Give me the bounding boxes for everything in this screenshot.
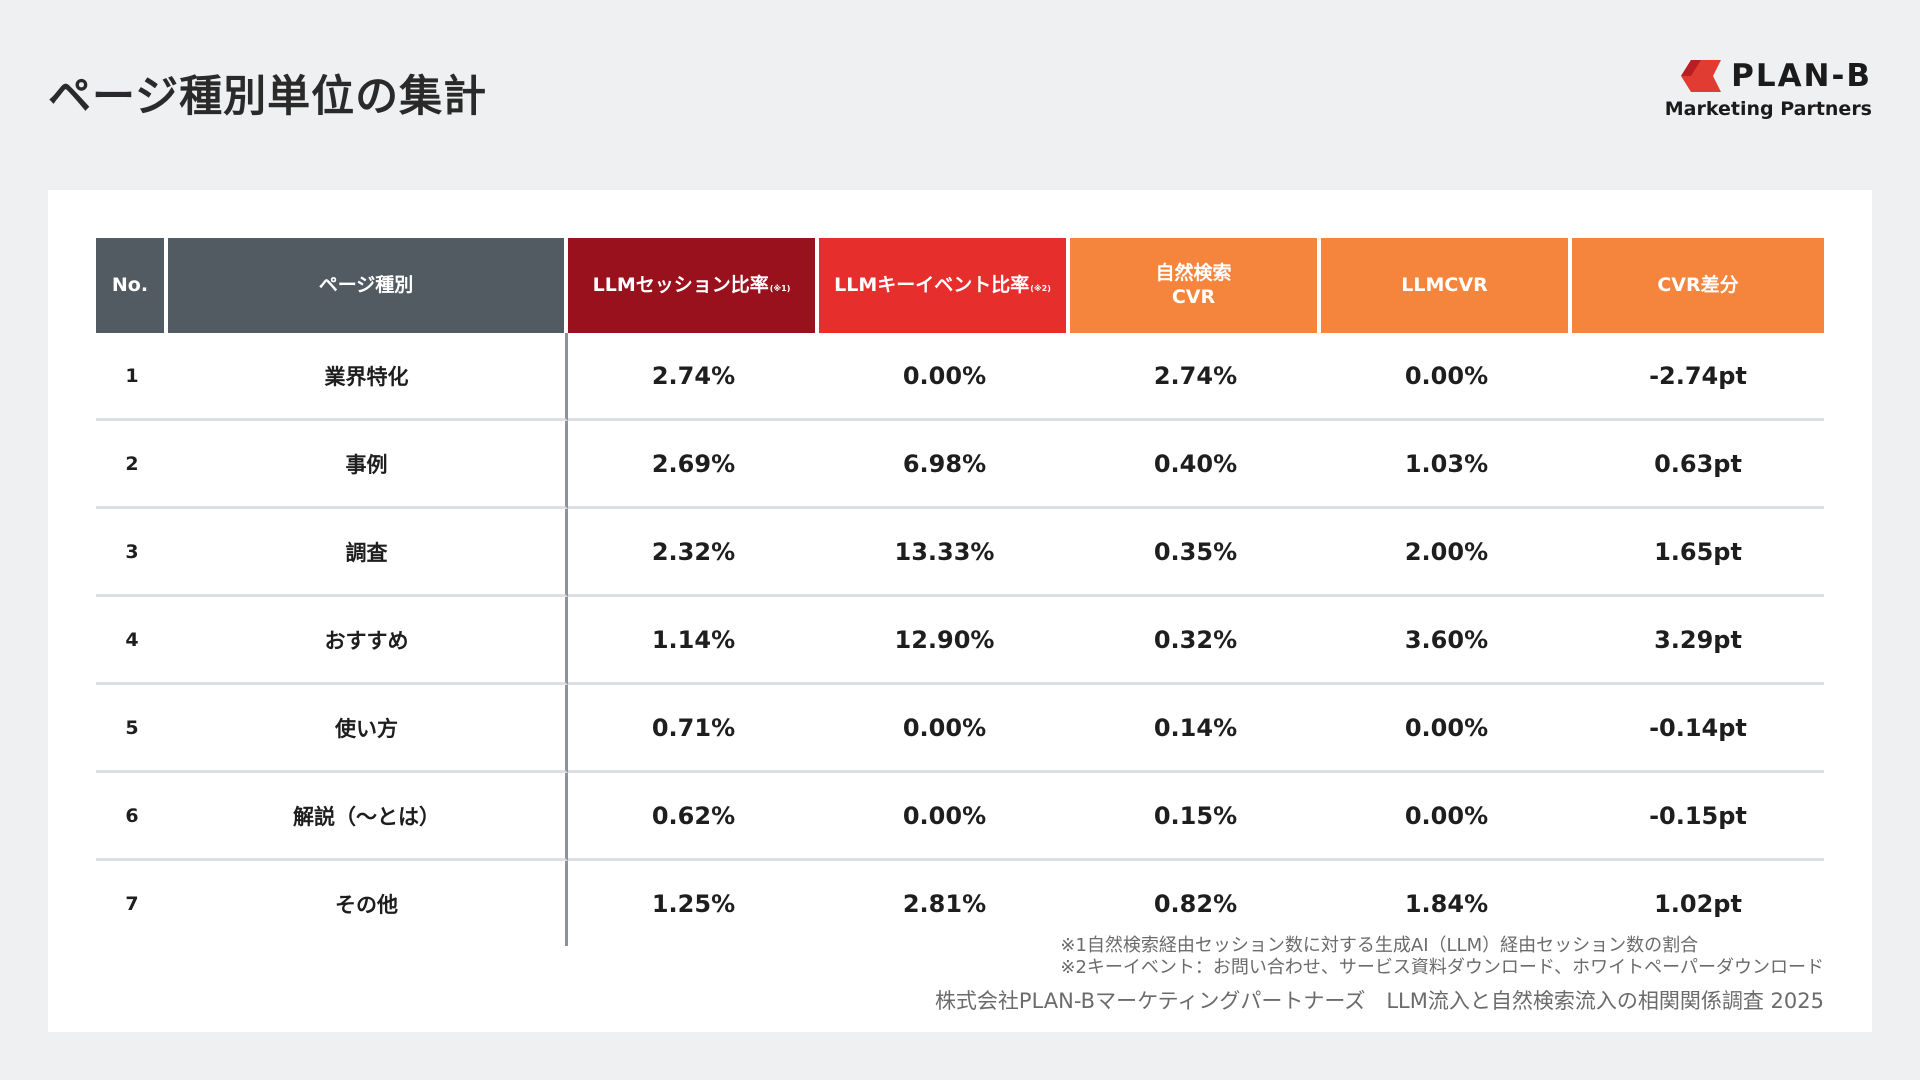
table-row: 6 解説（〜とは） 0.62% 0.00% 0.15% 0.00% -0.15p…	[96, 773, 1824, 861]
cell-llm-key: 0.00%	[819, 685, 1070, 773]
cell-cvr-diff: -0.15pt	[1572, 773, 1824, 861]
header-llm-session-ratio: LLMセッション比率(※1)	[568, 238, 819, 333]
cell-no: 7	[125, 892, 139, 915]
cell-organic-cvr: 0.35%	[1070, 509, 1321, 597]
header-llm-cvr: LLMCVR	[1321, 238, 1572, 333]
cell-organic-cvr: 0.14%	[1070, 685, 1321, 773]
logo-subtitle: Marketing Partners	[1664, 98, 1872, 120]
cell-cvr-diff: 1.02pt	[1654, 889, 1742, 918]
cell-page-type: その他	[168, 861, 568, 946]
cell-page-type: 解説（〜とは）	[168, 773, 568, 861]
cell-no: 4	[96, 597, 168, 685]
cell-llm-cvr: 0.00%	[1321, 773, 1572, 861]
cell-llm-session: 1.25%	[651, 889, 736, 918]
header-organic-cvr: 自然検索 CVR	[1070, 238, 1321, 333]
cell-no: 3	[96, 509, 168, 597]
cell-cvr-diff: -2.74pt	[1572, 333, 1824, 421]
table-row: 2 事例 2.69% 6.98% 0.40% 1.03% 0.63pt	[96, 421, 1824, 509]
cell-llm-cvr: 0.00%	[1321, 685, 1572, 773]
cell-llm-session: 2.32%	[568, 509, 819, 597]
logo: PLAN-B Marketing Partners	[1665, 58, 1872, 120]
cell-llm-session: 0.62%	[568, 773, 819, 861]
cell-llm-session: 1.14%	[568, 597, 819, 685]
cell-llm-key: 0.00%	[819, 333, 1070, 421]
footnotes: ※1自然検索経由セッション数に対する生成AI（LLM）経由セッション数の割合 ※…	[1060, 935, 1824, 979]
cell-llm-session: 0.71%	[568, 685, 819, 773]
cell-page-type: 調査	[168, 509, 568, 597]
cell-llm-key: 12.90%	[819, 597, 1070, 685]
cell-llm-session: 2.69%	[568, 421, 819, 509]
header-llm-key-event-ratio: LLMキーイベント比率(※2)	[819, 238, 1070, 333]
cell-cvr-diff: 3.29pt	[1572, 597, 1824, 685]
header-page-type: ページ種別	[168, 238, 568, 333]
cell-llm-key: 6.98%	[819, 421, 1070, 509]
table-card: No. ページ種別 LLMセッション比率(※1) LLMキーイベント比率(※2)…	[48, 190, 1872, 1032]
cell-page-type: 事例	[168, 421, 568, 509]
cell-llm-key: 0.00%	[819, 773, 1070, 861]
cell-llm-cvr: 2.00%	[1321, 509, 1572, 597]
cell-llm-session: 2.74%	[568, 333, 819, 421]
table-row: 3 調査 2.32% 13.33% 0.35% 2.00% 1.65pt	[96, 509, 1824, 597]
page-title: ページ種別単位の集計	[48, 72, 488, 122]
cell-organic-cvr: 0.40%	[1070, 421, 1321, 509]
cell-llm-cvr: 1.84%	[1404, 889, 1489, 918]
table-row: 1 業界特化 2.74% 0.00% 2.74% 0.00% -2.74pt	[96, 333, 1824, 421]
cell-no: 1	[96, 333, 168, 421]
cell-no: 5	[96, 685, 168, 773]
cell-page-type: 業界特化	[168, 333, 568, 421]
cell-llm-cvr: 3.60%	[1321, 597, 1572, 685]
cell-organic-cvr: 0.32%	[1070, 597, 1321, 685]
cell-cvr-diff: 1.65pt	[1572, 509, 1824, 597]
page-type-table: No. ページ種別 LLMセッション比率(※1) LLMキーイベント比率(※2)…	[96, 238, 1824, 946]
cell-organic-cvr: 2.74%	[1070, 333, 1321, 421]
cell-llm-key: 13.33%	[819, 509, 1070, 597]
cell-page-type: 使い方	[168, 685, 568, 773]
footnote-2: ※2キーイベント：お問い合わせ、サービス資料ダウンロード、ホワイトペーパーダウン…	[1060, 957, 1824, 978]
cell-organic-cvr: 0.15%	[1070, 773, 1321, 861]
header-no: No.	[96, 238, 168, 333]
cell-organic-cvr: 0.82%	[1153, 889, 1238, 918]
table-row: 4 おすすめ 1.14% 12.90% 0.32% 3.60% 3.29pt	[96, 597, 1824, 685]
table-header-row: No. ページ種別 LLMセッション比率(※1) LLMキーイベント比率(※2)…	[96, 238, 1824, 333]
logo-name: PLAN-B	[1731, 58, 1872, 94]
cell-llm-cvr: 1.03%	[1321, 421, 1572, 509]
cell-cvr-diff: -0.14pt	[1572, 685, 1824, 773]
cell-cvr-diff: 0.63pt	[1572, 421, 1824, 509]
cell-page-type: おすすめ	[168, 597, 568, 685]
cell-llm-key: 2.81%	[902, 889, 987, 918]
cell-no: 2	[96, 421, 168, 509]
footnote-1: ※1自然検索経由セッション数に対する生成AI（LLM）経由セッション数の割合	[1060, 935, 1699, 956]
cell-llm-cvr: 0.00%	[1321, 333, 1572, 421]
cell-no: 6	[96, 773, 168, 861]
table-row: 5 使い方 0.71% 0.00% 0.14% 0.00% -0.14pt	[96, 685, 1824, 773]
plan-b-logo-icon	[1681, 60, 1722, 92]
header-cvr-diff: CVR差分	[1572, 238, 1824, 333]
source-footer: 株式会社PLAN-Bマーケティングパートナーズ LLM流入と自然検索流入の相関関…	[934, 989, 1824, 1013]
table-row: 7 その他 1.25% 2.81% 0.82% 1.84% 1.02pt	[96, 861, 1824, 946]
